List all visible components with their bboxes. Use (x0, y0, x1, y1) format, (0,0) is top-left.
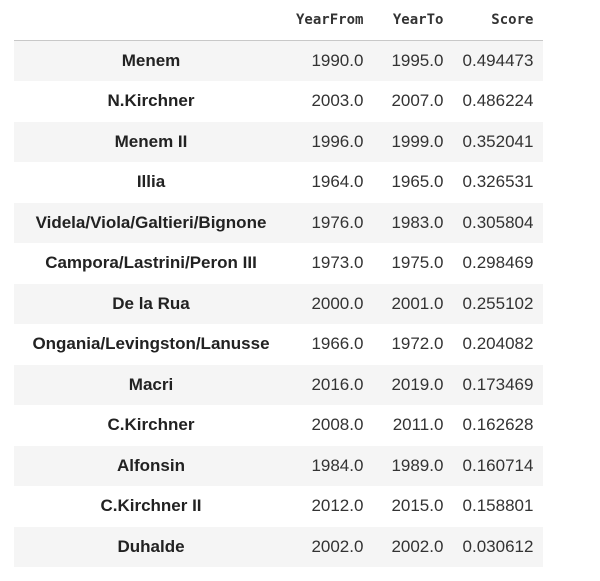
cell-yearto: 1999.0 (391, 131, 444, 151)
row-index-label: Campora/Lastrini/Peron III (45, 253, 257, 273)
cell-score: 0.494473 (462, 51, 534, 70)
cell-score: 0.305804 (462, 212, 534, 232)
cell-yearfrom: 1966.0 (311, 334, 364, 354)
row-index-label: De la Rua (112, 293, 190, 313)
table-body: Menem 1990.0 1995.0 0.494473 N.Kirchner 2003.… (14, 40, 544, 567)
cell-score: 0.255102 (462, 293, 534, 313)
cell-score: 0.326531 (462, 172, 534, 192)
table-row: Campora/Lastrini/Peron III 1973.0 1975.0 0.… (14, 243, 544, 284)
column-header-yearto: YearTo (373, 0, 454, 41)
cell-score: 0.173469 (462, 374, 534, 394)
table-row: N.Kirchner 2003.0 2007.0 0.486224 (14, 81, 544, 122)
cell-yearfrom: 1973.0 (311, 253, 364, 273)
row-index-label: Videla/Viola/Galtieri/Bignone (35, 212, 267, 232)
cell-yearfrom: 2002.0 (311, 536, 364, 556)
cell-yearfrom: 2000.0 (311, 293, 364, 313)
table-row: Macri 2016.0 2019.0 0.173469 (14, 364, 544, 405)
cell-yearto: 2015.0 (391, 496, 444, 516)
cell-yearfrom: 1984.0 (311, 455, 364, 475)
cell-score: 0.160714 (462, 455, 534, 475)
table-row: C.Kirchner 2008.0 2011.0 0.162628 (14, 405, 544, 446)
cell-score: 0.204082 (462, 334, 534, 354)
row-index-label: C.Kirchner II (100, 496, 202, 516)
cell-score: 0.162628 (462, 415, 534, 435)
cell-yearfrom: 2003.0 (311, 91, 364, 111)
cell-score: 0.486224 (462, 91, 534, 111)
cell-score: 0.352041 (462, 131, 534, 151)
dataframe-table: YearFrom YearTo Score Menem 1990.0 1995.0 0… (14, 0, 544, 567)
row-index-label: Alfonsin (117, 455, 185, 475)
table-row: Duhalde 2002.0 2002.0 0.030612 (14, 526, 544, 567)
row-index-label: Menem II (114, 131, 188, 151)
column-header-score: Score (453, 0, 544, 41)
cell-yearto: 1972.0 (391, 334, 444, 354)
cell-yearto: 1995.0 (391, 51, 444, 70)
row-index-label: Macri (128, 374, 174, 394)
cell-yearto: 2001.0 (391, 293, 444, 313)
cell-score: 0.158801 (462, 496, 534, 516)
table-row: De la Rua 2000.0 2001.0 0.255102 (14, 283, 544, 324)
cell-yearfrom: 1976.0 (311, 212, 364, 232)
row-index-label: Illia (136, 172, 166, 192)
cell-yearto: 2002.0 (391, 536, 444, 556)
table-row: Videla/Viola/Galtieri/Bignone 1976.0 1983.… (14, 202, 544, 243)
cell-yearfrom: 1996.0 (311, 131, 364, 151)
index-header (14, 0, 288, 41)
cell-yearto: 1989.0 (391, 455, 444, 475)
cell-yearto: 2011.0 (392, 415, 444, 435)
cell-score: 0.298469 (462, 253, 534, 273)
row-index-label: Duhalde (117, 536, 185, 556)
table-header: YearFrom YearTo Score (14, 0, 544, 41)
cell-yearfrom: 1990.0 (311, 51, 364, 70)
row-index-label: C.Kirchner (107, 415, 195, 435)
table-row: Illia 1964.0 1965.0 0.326531 (14, 162, 544, 203)
row-index-label: Menem (121, 51, 181, 70)
cell-yearfrom: 2008.0 (311, 415, 364, 435)
row-index-label: N.Kirchner (107, 91, 195, 111)
row-index-label: Ongania/Levingston/Lanusse (32, 334, 270, 354)
cell-score: 0.030612 (462, 536, 534, 556)
cell-yearfrom: 2016.0 (311, 374, 364, 394)
table-row: Ongania/Levingston/Lanusse 1966.0 1972.0 0.… (14, 324, 544, 365)
table-row: Alfonsin 1984.0 1989.0 0.160714 (14, 445, 544, 486)
column-header-yearfrom: YearFrom (288, 0, 374, 41)
cell-yearto: 2007.0 (391, 91, 444, 111)
table-row: Menem 1990.0 1995.0 0.494473 (14, 40, 544, 81)
table-row: C.Kirchner II 2012.0 2015.0 0.158801 (14, 486, 544, 527)
cell-yearfrom: 1964.0 (311, 172, 364, 192)
cell-yearto: 1975.0 (391, 253, 444, 273)
cell-yearto: 1965.0 (391, 172, 444, 192)
header-row: YearFrom YearTo Score (14, 0, 544, 41)
cell-yearfrom: 2012.0 (311, 496, 364, 516)
cell-yearto: 2019.0 (391, 374, 444, 394)
cell-yearto: 1983.0 (391, 212, 444, 232)
table-row: Menem II 1996.0 1999.0 0.352041 (14, 121, 544, 162)
